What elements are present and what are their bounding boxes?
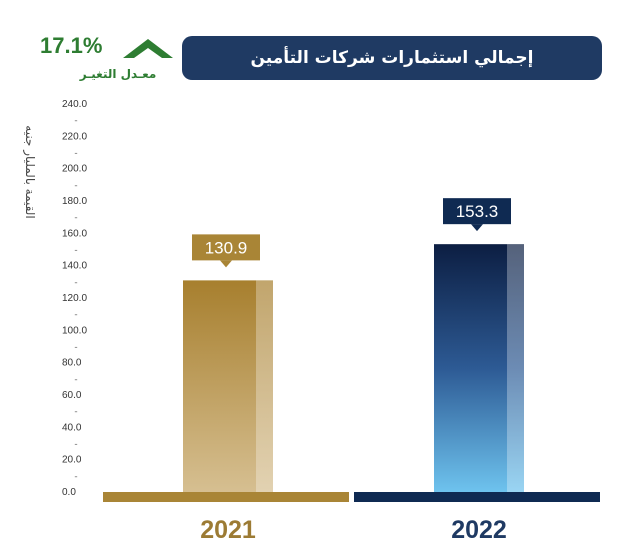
y-tick-label: 160.0 [62,228,87,239]
y-tick-label: 120.0 [62,293,87,304]
chart-title: إجمالي استثمارات شركات التأمين [250,48,534,68]
y-minor-tick: - [74,181,77,191]
y-minor-tick: - [74,375,77,385]
y-tick-label: 80.0 [62,358,82,369]
y-tick-label: 240.0 [62,99,87,110]
bar-2021 [183,280,273,492]
y-minor-tick: - [74,278,77,288]
y-minor-tick: - [74,310,77,320]
y-tick-label: 0.0 [62,487,76,498]
bar-2022 [434,244,524,492]
change-indicator: 17.1% معـدل التغيـر [14,30,174,90]
y-tick-label: 60.0 [62,390,82,401]
y-tick-label: 200.0 [62,164,87,175]
change-label: معـدل التغيـر [79,67,157,81]
y-tick-label: 180.0 [62,196,87,207]
y-minor-tick: - [74,246,77,256]
y-minor-tick: - [74,440,77,450]
y-tick-label: 40.0 [62,422,82,433]
y-tick-label: 100.0 [62,325,87,336]
y-minor-tick: - [74,213,77,223]
bar-shade [507,244,524,492]
y-minor-tick: - [74,149,77,159]
y-axis: 0.0 - 20.0 - 40.0 - 60.0 - 80.0 - 100.0 - 120.0 - 140.… [62,99,87,498]
y-tick-label: 140.0 [62,261,87,272]
x-tick-label: 2021 [200,516,256,544]
bars: 130.9 2021 153.3 2022 [103,198,600,544]
chart-title-banner: إجمالي استثمارات شركات التأمين [182,36,602,80]
value-callout [192,234,260,261]
y-minor-tick: - [74,343,77,353]
bar-shade [256,280,273,492]
x-tick-label: 2022 [451,516,507,544]
value-callout [443,198,511,225]
y-minor-tick: - [74,407,77,417]
arrow-up-icon [123,39,173,58]
y-minor-tick: - [74,116,77,126]
baseline-strip [103,492,349,502]
callout-pointer [471,224,483,232]
y-tick-label: 20.0 [62,455,82,466]
change-value: 17.1% [40,33,103,58]
data-label: 130.9 [205,238,248,257]
data-label: 153.3 [456,202,499,221]
baseline-strip [354,492,600,502]
y-tick-label: 220.0 [62,131,87,142]
callout-pointer [220,260,232,268]
y-minor-tick: - [74,472,77,482]
